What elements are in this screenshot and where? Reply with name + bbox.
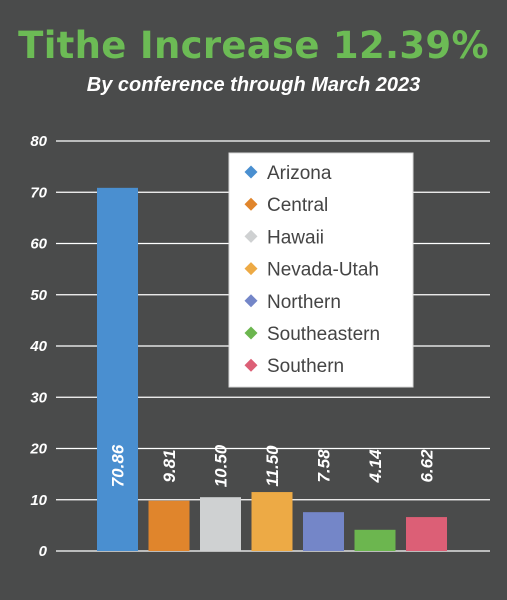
data-label: 9.81 [160, 449, 179, 482]
y-tick-label: 40 [29, 338, 47, 355]
bar-southern [406, 517, 447, 551]
legend-label: Nevada-Utah [267, 260, 379, 281]
legend-label: Southeastern [267, 324, 380, 345]
legend-marker [244, 229, 258, 243]
y-tick-label: 0 [39, 543, 48, 560]
bar-northern [303, 512, 344, 551]
data-label: 7.58 [315, 449, 334, 483]
data-label: 6.62 [418, 449, 437, 483]
legend-marker [244, 165, 258, 179]
legend-marker [244, 294, 258, 308]
legend-label: Arizona [267, 163, 332, 184]
data-label: 4.14 [366, 449, 385, 484]
legend [228, 152, 414, 388]
legend-label: Hawaii [267, 227, 324, 248]
legend-marker [244, 197, 258, 211]
legend-marker [244, 326, 258, 340]
y-tick-label: 80 [30, 133, 47, 150]
y-tick-label: 20 [29, 441, 47, 458]
bar-hawaii [200, 497, 241, 551]
data-label: 10.50 [212, 444, 231, 487]
y-tick-label: 60 [30, 236, 47, 253]
y-tick-label: 50 [30, 287, 47, 304]
data-label: 11.50 [263, 445, 282, 487]
bar-arizona [97, 187, 138, 551]
bar-southeastern [354, 529, 396, 551]
legend-label: Northern [267, 292, 341, 313]
y-tick-label: 70 [30, 184, 47, 201]
legend-label: Southern [267, 356, 344, 377]
bar-nevada-utah [251, 492, 293, 551]
y-tick-label: 30 [30, 389, 47, 406]
legend-marker [244, 262, 258, 276]
bar-central [148, 500, 190, 551]
chart-title: Tithe Increase 12.39% [18, 24, 489, 67]
legend-label: Central [267, 195, 328, 216]
y-tick-label: 10 [30, 492, 47, 509]
chart-subtitle: By conference through March 2023 [86, 74, 421, 96]
legend-marker [244, 358, 258, 372]
data-label: 70.86 [109, 444, 128, 487]
